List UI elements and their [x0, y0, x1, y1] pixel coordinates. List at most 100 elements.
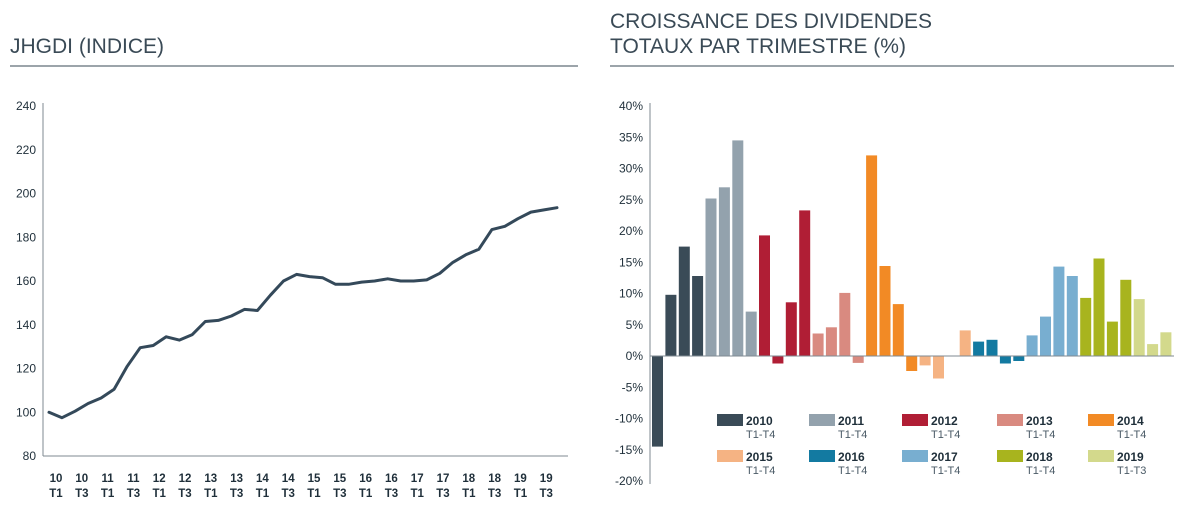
x-tick-year: 17 [437, 473, 450, 485]
line-point [400, 280, 402, 282]
x-tick-quarter: T1 [359, 488, 373, 500]
y-tick-label: 240 [16, 99, 36, 113]
line-point [361, 281, 363, 283]
legend-swatch-2017 [902, 450, 928, 462]
bar-2010 [665, 294, 677, 357]
bar-2018 [1106, 321, 1118, 356]
line-point [465, 254, 467, 256]
line-point [204, 320, 206, 323]
x-tick-year: 10 [50, 473, 63, 485]
legend-label-2015: 2015 [746, 450, 773, 464]
x-tick-year: 18 [488, 473, 501, 485]
y-tick-label: 100 [16, 405, 36, 419]
line-point [387, 278, 389, 280]
x-tick-quarter: T3 [436, 488, 449, 500]
bar-2012 [772, 356, 784, 364]
line-point [556, 207, 558, 209]
legend-swatch-2015 [717, 450, 743, 462]
x-tick-year: 19 [540, 473, 553, 485]
bar-2016 [973, 341, 985, 356]
x-tick-quarter: T1 [307, 488, 321, 500]
legend-period-2011: T1-T4 [838, 429, 867, 441]
x-tick-year: 12 [153, 473, 166, 485]
bar-2014 [892, 304, 904, 356]
line-point [74, 410, 76, 412]
legend-swatch-2012 [902, 414, 928, 426]
x-tick-year: 11 [102, 473, 115, 485]
legend-period-2019: T1-T3 [1117, 465, 1146, 477]
line-point [543, 209, 545, 211]
bar-2011 [705, 198, 717, 356]
bar-2018 [1093, 258, 1105, 356]
bar-2011 [745, 311, 757, 356]
line-point [530, 211, 532, 213]
x-tick-quarter: T3 [333, 488, 346, 500]
x-tick-quarter: T3 [385, 488, 398, 500]
legend-label-2014: 2014 [1117, 414, 1144, 428]
legend-period-2016: T1-T4 [838, 465, 867, 477]
bar-2014 [879, 266, 891, 356]
line-point [282, 280, 285, 282]
x-tick-quarter: T1 [410, 488, 424, 500]
line-chart-title: JHGDI (INDICE) [10, 35, 164, 58]
line-point [517, 218, 519, 220]
x-tick-quarter: T1 [204, 488, 218, 500]
line-point [308, 276, 311, 278]
y-tick-label: -15% [615, 443, 643, 457]
bar-2018 [1120, 279, 1132, 357]
line-point [230, 315, 232, 317]
line-point [217, 319, 219, 321]
legend-swatch-2011 [809, 414, 835, 426]
line-point [491, 229, 493, 231]
bar-2011 [718, 187, 730, 357]
bar-2010 [692, 276, 704, 356]
x-tick-quarter: T3 [488, 488, 501, 500]
line-point [48, 411, 50, 413]
bar-2012 [759, 235, 770, 356]
bar-2017 [1066, 276, 1078, 356]
line-point [191, 334, 193, 336]
y-tick-label: 120 [16, 362, 36, 376]
line-point [87, 402, 89, 405]
line-point [374, 280, 376, 282]
legend-label-2017: 2017 [931, 450, 958, 464]
x-tick-quarter: T3 [539, 488, 552, 500]
x-tick-quarter: T1 [514, 488, 528, 500]
y-tick-label: 80 [23, 449, 37, 463]
line-point [139, 347, 141, 349]
legend-period-2015: T1-T4 [746, 465, 775, 477]
bar-2019 [1160, 332, 1172, 357]
bar-2015 [919, 356, 931, 366]
line-point [165, 336, 167, 338]
legend-label-2012: 2012 [931, 414, 958, 428]
x-tick-year: 17 [411, 473, 424, 485]
bar-2016 [986, 339, 998, 357]
x-tick-quarter: T1 [101, 488, 115, 500]
legend-swatch-2013 [997, 414, 1023, 426]
legend-label-2018: 2018 [1026, 450, 1053, 464]
y-tick-label: 20% [619, 224, 643, 238]
index-line [47, 206, 559, 420]
x-tick-year: 11 [127, 473, 140, 485]
y-tick-label: -10% [615, 412, 643, 426]
x-tick-year: 15 [333, 473, 346, 485]
y-tick-label: 140 [16, 318, 36, 332]
x-tick-year: 12 [179, 473, 192, 485]
legend-swatch-2014 [1088, 414, 1114, 426]
y-tick-label: -20% [615, 474, 643, 488]
y-tick-label: 40% [619, 99, 643, 113]
bar-chart-dividends: CROISSANCE DES DIVIDENDES TOTAUX PAR TRI… [610, 10, 1174, 488]
line-point [348, 283, 350, 285]
y-tick-label: 35% [619, 130, 643, 144]
bar-2015 [959, 330, 971, 356]
legend-period-2017: T1-T4 [931, 465, 960, 477]
legend-period-2018: T1-T4 [1026, 465, 1055, 477]
x-tick-quarter: T3 [75, 488, 88, 500]
line-point [426, 279, 428, 281]
legend-swatch-2016 [809, 450, 835, 462]
x-tick-quarter: T1 [462, 488, 476, 500]
y-tick-label: 5% [626, 318, 644, 332]
x-tick-quarter: T3 [127, 488, 140, 500]
x-tick-quarter: T1 [49, 488, 63, 500]
bar-2012 [785, 302, 797, 357]
